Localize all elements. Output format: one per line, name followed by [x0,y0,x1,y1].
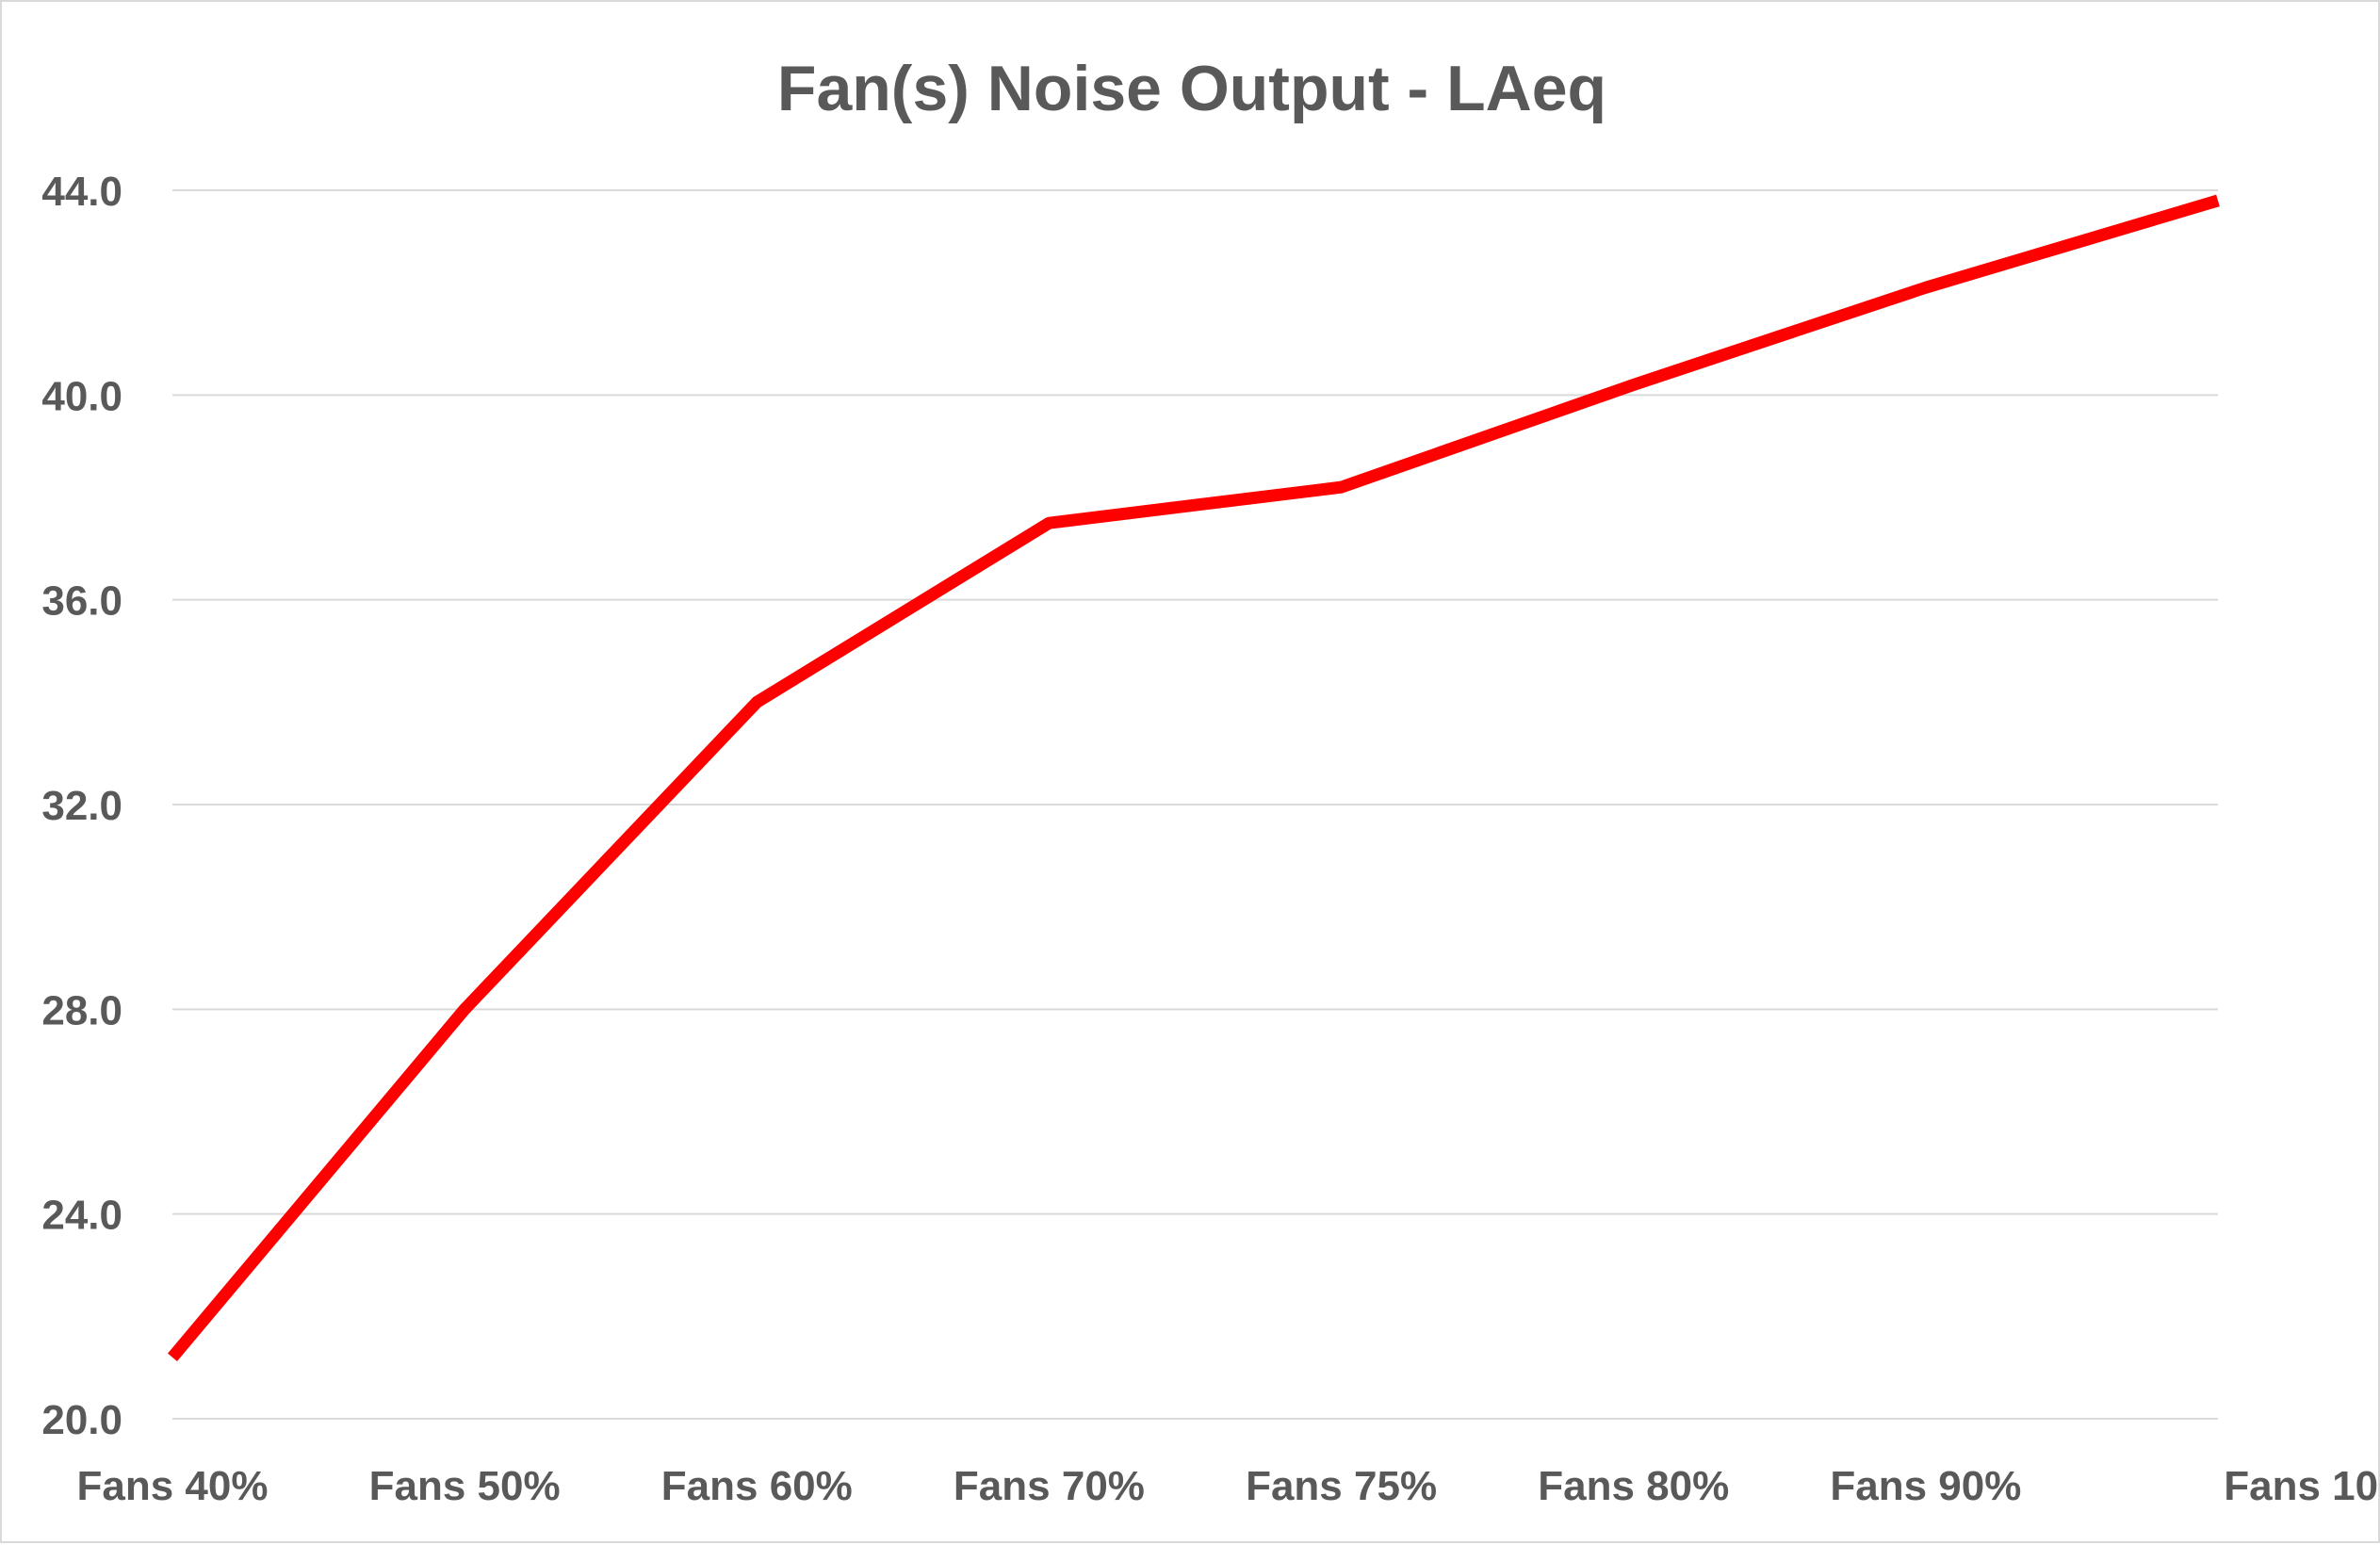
y-tick-label: 44.0 [41,169,122,215]
series-lines [168,194,2220,1361]
y-tick-label: 24.0 [41,1193,122,1239]
x-tick-label: Fans 75% [1246,1463,1437,1509]
y-tick-label: 20.0 [41,1397,122,1443]
x-tick-label: Fans 70% [954,1463,1145,1509]
y-tick-label: 28.0 [41,987,122,1033]
gridlines [172,189,2218,1420]
y-axis-ticks: 20.0 24.0 28.0 32.0 36.0 40.0 44.0 [41,169,122,1443]
x-tick-label: Fans 90% [1830,1463,2021,1509]
y-tick-label: 40.0 [41,373,122,419]
chart-title: Fan(s) Noise Output - LAeq [777,53,1606,124]
x-tick-label: Fans 50% [369,1463,561,1509]
x-tick-label: Fans 80% [1538,1463,1729,1509]
x-tick-label: Fans 100% [2224,1463,2380,1509]
y-tick-label: 36.0 [41,578,122,625]
y-tick-label: 32.0 [41,783,122,829]
x-axis-ticks: Fans 40% Fans 50% Fans 60% Fans 70% Fans 75%… [77,1463,2380,1509]
x-tick-label: Fans 60% [661,1463,853,1509]
x-tick-label: Fans 40% [77,1463,269,1509]
series-line [168,194,2220,1361]
